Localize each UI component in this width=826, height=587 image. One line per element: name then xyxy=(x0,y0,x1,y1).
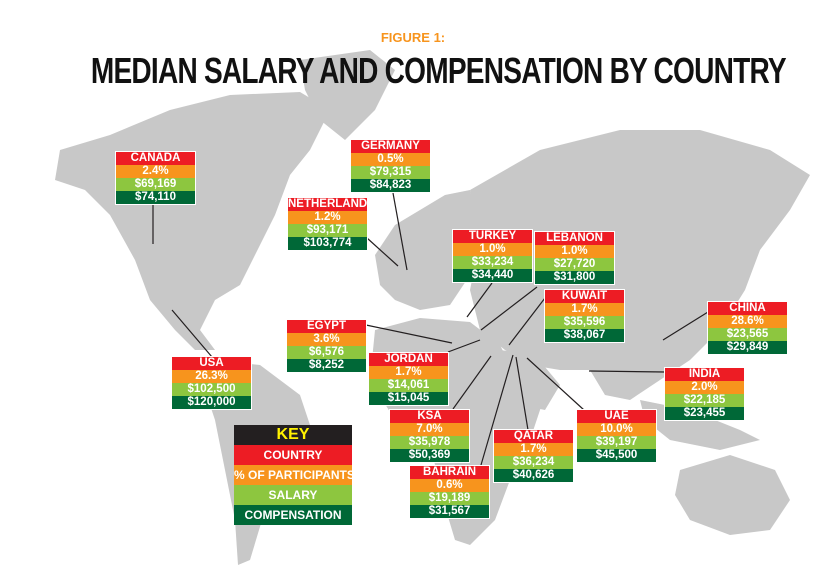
australia xyxy=(675,455,790,535)
participants-pct: 26.3% xyxy=(172,370,251,383)
median-salary: $6,576 xyxy=(287,346,366,359)
key-salary: SALARY xyxy=(234,485,352,505)
country-name: CANADA xyxy=(116,152,195,165)
median-salary: $102,500 xyxy=(172,383,251,396)
median-salary: $19,189 xyxy=(410,492,489,505)
participants-pct: 2.0% xyxy=(665,381,744,394)
country-name: INDIA xyxy=(665,368,744,381)
country-box-germany: GERMANY 0.5% $79,315 $84,823 xyxy=(350,139,431,193)
country-box-ksa: KSA 7.0% $35,978 $50,369 xyxy=(389,409,470,463)
median-compensation: $15,045 xyxy=(369,392,448,405)
median-salary: $36,234 xyxy=(494,456,573,469)
median-compensation: $120,000 xyxy=(172,396,251,409)
median-salary: $14,061 xyxy=(369,379,448,392)
country-name: UAE xyxy=(577,410,656,423)
country-name: KUWAIT xyxy=(545,290,624,303)
median-compensation: $84,823 xyxy=(351,179,430,192)
country-box-canada: CANADA 2.4% $69,169 $74,110 xyxy=(115,151,196,205)
median-compensation: $74,110 xyxy=(116,191,195,204)
median-salary: $39,197 xyxy=(577,436,656,449)
country-box-netherlands: NETHERLANDS 1.2% $93,171 $103,774 xyxy=(287,197,375,251)
participants-pct: 3.6% xyxy=(287,333,366,346)
median-salary: $27,720 xyxy=(535,258,614,271)
key-title: KEY xyxy=(234,425,352,445)
median-compensation: $45,500 xyxy=(577,449,656,462)
country-name: NETHERLANDS xyxy=(288,198,375,211)
country-box-kuwait: KUWAIT 1.7% $35,596 $38,067 xyxy=(544,289,625,343)
median-compensation: $29,849 xyxy=(708,341,787,354)
key-participants: % OF PARTICIPANTS xyxy=(234,465,355,485)
country-box-india: INDIA 2.0% $22,185 $23,455 xyxy=(664,367,745,421)
median-compensation: $31,567 xyxy=(410,505,489,518)
leader-lines xyxy=(152,192,709,466)
country-name: USA xyxy=(172,357,251,370)
participants-pct: 28.6% xyxy=(708,315,787,328)
greenland xyxy=(300,50,395,140)
participants-pct: 1.7% xyxy=(494,443,573,456)
participants-pct: 7.0% xyxy=(390,423,469,436)
country-name: QATAR xyxy=(494,430,573,443)
median-compensation: $40,626 xyxy=(494,469,573,482)
page-title: MEDIAN SALARY AND COMPENSATION BY COUNTR… xyxy=(90,50,787,91)
country-name: LEBANON xyxy=(535,232,614,245)
median-salary: $33,234 xyxy=(453,256,532,269)
median-compensation: $103,774 xyxy=(288,237,367,250)
median-compensation: $50,369 xyxy=(390,449,469,462)
country-box-turkey: TURKEY 1.0% $33,234 $34,440 xyxy=(452,229,533,283)
country-box-lebanon: LEBANON 1.0% $27,720 $31,800 xyxy=(534,231,615,285)
median-salary: $79,315 xyxy=(351,166,430,179)
participants-pct: 0.5% xyxy=(351,153,430,166)
participants-pct: 10.0% xyxy=(577,423,656,436)
median-salary: $22,185 xyxy=(665,394,744,407)
country-name: BAHRAIN xyxy=(410,466,489,479)
participants-pct: 0.6% xyxy=(410,479,489,492)
country-box-bahrain: BAHRAIN 0.6% $19,189 $31,567 xyxy=(409,465,490,519)
country-name: KSA xyxy=(390,410,469,423)
median-salary: $69,169 xyxy=(116,178,195,191)
median-salary: $35,978 xyxy=(390,436,469,449)
median-compensation: $34,440 xyxy=(453,269,532,282)
key-compensation: COMPENSATION xyxy=(234,505,352,525)
median-salary: $23,565 xyxy=(708,328,787,341)
median-compensation: $38,067 xyxy=(545,329,624,342)
country-name: GERMANY xyxy=(351,140,430,153)
country-box-uae: UAE 10.0% $39,197 $45,500 xyxy=(576,409,657,463)
median-salary: $35,596 xyxy=(545,316,624,329)
arabia xyxy=(500,350,560,410)
country-box-china: CHINA 28.6% $23,565 $29,849 xyxy=(707,301,788,355)
figure-label: FIGURE 1: xyxy=(380,30,446,45)
country-name: EGYPT xyxy=(287,320,366,333)
key-country: COUNTRY xyxy=(234,445,352,465)
participants-pct: 1.0% xyxy=(453,243,532,256)
median-compensation: $31,800 xyxy=(535,271,614,284)
participants-pct: 1.7% xyxy=(369,366,448,379)
median-compensation: $23,455 xyxy=(665,407,744,420)
median-compensation: $8,252 xyxy=(287,359,366,372)
country-box-usa: USA 26.3% $102,500 $120,000 xyxy=(171,356,252,410)
country-box-jordan: JORDAN 1.7% $14,061 $15,045 xyxy=(368,352,449,406)
country-name: CHINA xyxy=(708,302,787,315)
participants-pct: 1.7% xyxy=(545,303,624,316)
participants-pct: 1.0% xyxy=(535,245,614,258)
country-box-qatar: QATAR 1.7% $36,234 $40,626 xyxy=(493,429,574,483)
legend-key: KEY COUNTRY % OF PARTICIPANTS SALARY COM… xyxy=(234,425,355,525)
country-name: JORDAN xyxy=(369,353,448,366)
country-name: TURKEY xyxy=(453,230,532,243)
participants-pct: 2.4% xyxy=(116,165,195,178)
median-salary: $93,171 xyxy=(288,224,367,237)
participants-pct: 1.2% xyxy=(288,211,367,224)
country-box-egypt: EGYPT 3.6% $6,576 $8,252 xyxy=(286,319,367,373)
